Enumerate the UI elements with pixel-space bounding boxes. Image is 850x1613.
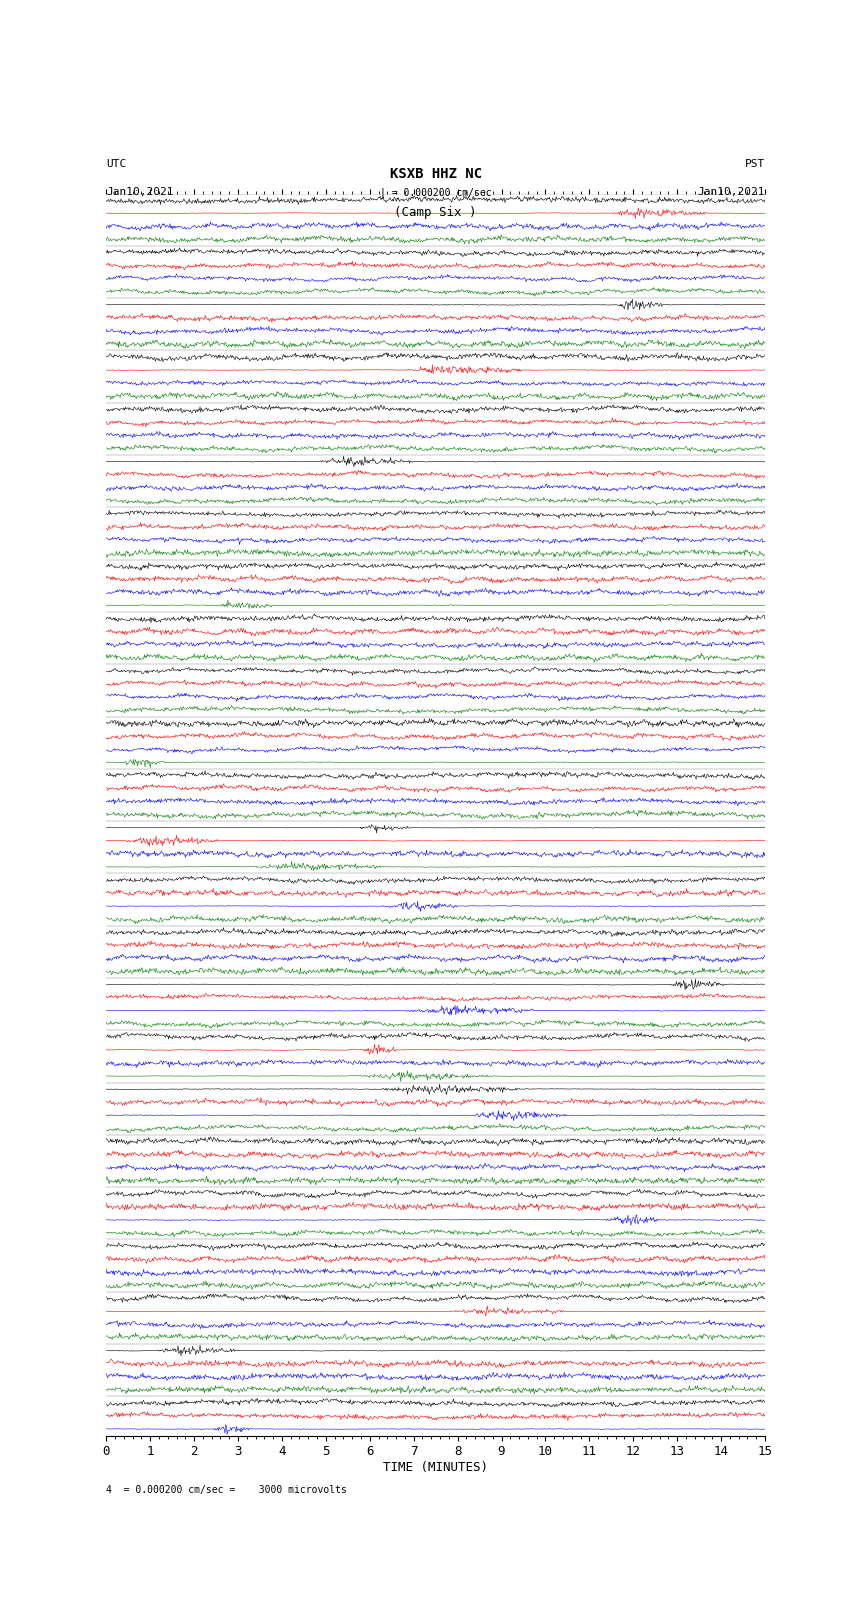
X-axis label: TIME (MINUTES): TIME (MINUTES) bbox=[383, 1461, 488, 1474]
Text: Jan10,2021: Jan10,2021 bbox=[698, 187, 765, 197]
Text: UTC: UTC bbox=[106, 158, 127, 169]
Text: Jan10,2021: Jan10,2021 bbox=[106, 187, 173, 197]
Text: 4  = 0.000200 cm/sec =    3000 microvolts: 4 = 0.000200 cm/sec = 3000 microvolts bbox=[106, 1486, 347, 1495]
Text: (Camp Six ): (Camp Six ) bbox=[394, 206, 477, 219]
Text: KSXB HHZ NC: KSXB HHZ NC bbox=[389, 168, 482, 181]
Text: | = 0.000200 cm/sec: | = 0.000200 cm/sec bbox=[380, 187, 491, 198]
Text: PST: PST bbox=[745, 158, 765, 169]
